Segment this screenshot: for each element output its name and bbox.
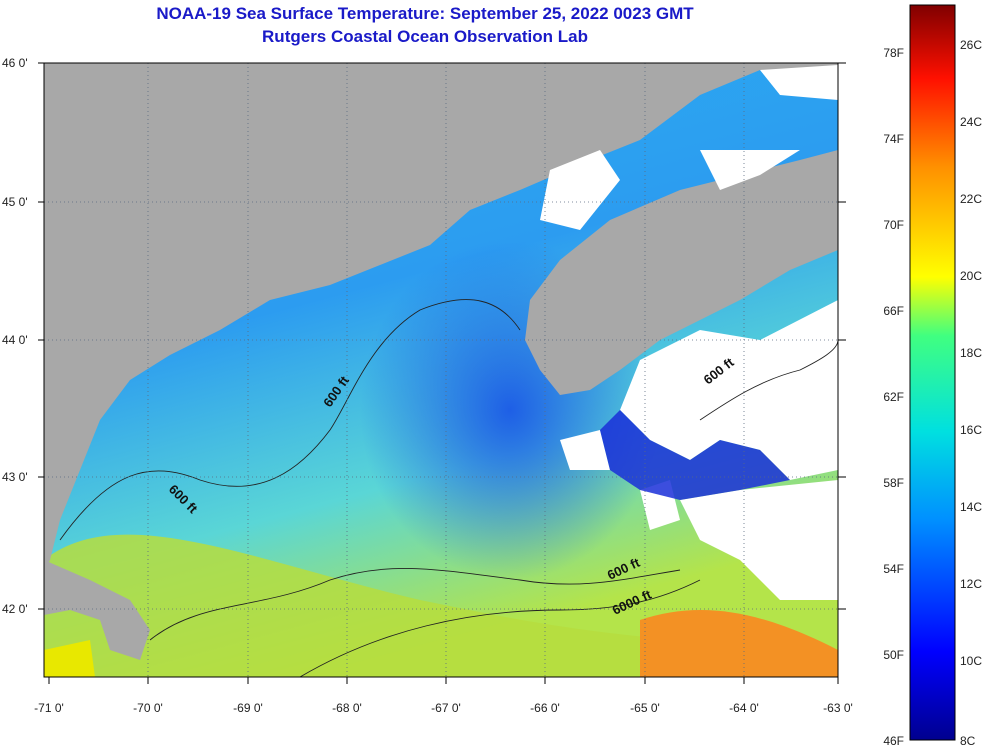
graticule [44,63,838,677]
fahrenheit-label: 46F [883,734,904,748]
nova-scotia-land [525,150,838,395]
latitude-label: 43 0' [2,470,28,484]
depth-contour-600 [59,299,521,541]
depth-contour-600 [149,568,681,641]
warm-water-region [44,534,838,677]
cloud-cover [680,480,838,600]
longitude-label: -63 0' [823,701,853,715]
cape-cod-land [44,560,150,660]
map-title: NOAA-19 Sea Surface Temperature: Septemb… [156,4,694,23]
map-frame [43,62,839,678]
fahrenheit-label: 62F [883,390,904,404]
fahrenheit-label: 58F [883,476,904,490]
celsius-label: 16C [960,423,982,437]
longitude-label: -65 0' [630,701,660,715]
latitude-label: 46 0' [2,56,28,70]
cloud-cover [540,150,620,230]
depth-contour-600 [699,339,838,421]
fahrenheit-label: 78F [883,46,904,60]
celsius-label: 14C [960,500,982,514]
cloud-cover [760,65,838,100]
color-scale-bar [909,4,956,741]
map-subtitle: Rutgers Coastal Ocean Observation Lab [262,27,588,46]
celsius-label: 18C [960,346,982,360]
longitude-label: -70 0' [133,701,163,715]
depth-contour-6000 [299,579,701,677]
celsius-label: 8C [960,734,976,748]
cloud-cover [700,150,800,190]
cold-fringe [600,410,790,500]
longitude-label: -68 0' [332,701,362,715]
latitude-label: 42 0' [2,602,28,616]
celsius-label: 10C [960,654,982,668]
fahrenheit-label: 54F [883,562,904,576]
cloud-cover [620,300,838,480]
celsius-label: 12C [960,577,982,591]
fahrenheit-label: 66F [883,304,904,318]
gulf-stream-region [640,610,838,677]
fahrenheit-label: 74F [883,132,904,146]
latitude-label: 44 0' [2,333,28,347]
celsius-label: 20C [960,269,982,283]
celsius-label: 24C [960,115,982,129]
celsius-label: 26C [960,38,982,52]
warm-coastal-patch [44,640,95,677]
celsius-label: 22C [960,192,982,206]
fahrenheit-label: 70F [883,218,904,232]
longitude-label: -64 0' [729,701,759,715]
cloud-cover [560,430,610,470]
fahrenheit-label: 50F [883,648,904,662]
latitude-label: 45 0' [2,195,28,209]
longitude-label: -69 0' [233,701,263,715]
new-england-land [44,63,838,570]
longitude-label: -71 0' [34,701,64,715]
longitude-label: -66 0' [530,701,560,715]
longitude-label: -67 0' [431,701,461,715]
axis-ticks [38,62,846,684]
